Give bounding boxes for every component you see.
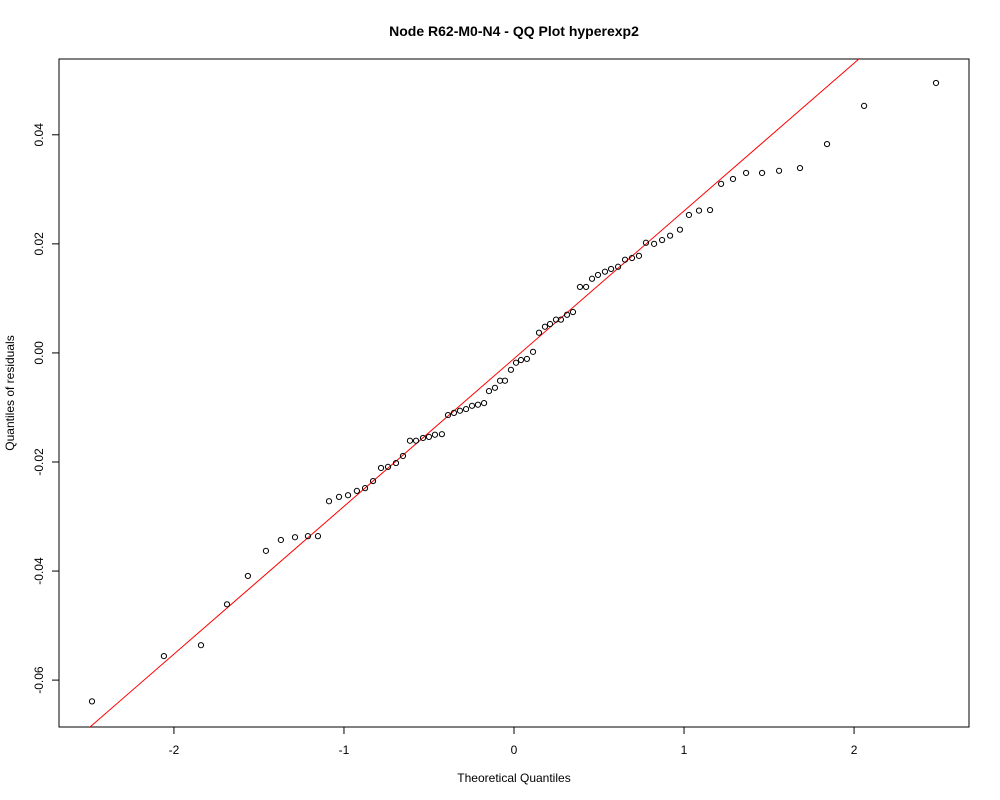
point	[456, 407, 464, 414]
point	[717, 180, 725, 187]
point	[384, 463, 392, 470]
point	[304, 533, 312, 540]
point	[658, 236, 666, 244]
point	[582, 283, 590, 291]
point	[369, 477, 377, 485]
point	[392, 459, 400, 467]
point	[529, 348, 537, 355]
point	[462, 405, 470, 413]
plot-area	[88, 59, 940, 727]
x-tick-label: -2	[169, 743, 180, 757]
point	[485, 387, 493, 395]
point	[325, 498, 333, 505]
point	[651, 240, 658, 247]
y-tick-label: 0.00	[32, 341, 46, 365]
point	[569, 308, 577, 316]
point	[244, 572, 252, 580]
point	[742, 169, 750, 177]
point	[412, 437, 420, 444]
point	[676, 226, 684, 233]
point	[361, 485, 369, 492]
point	[823, 140, 831, 148]
point	[685, 211, 693, 219]
point	[344, 492, 352, 499]
point	[635, 252, 643, 259]
point	[557, 316, 565, 323]
point	[576, 283, 584, 291]
y-tick-label: -0.02	[32, 448, 46, 476]
point	[523, 355, 531, 363]
point	[628, 254, 636, 262]
point	[491, 384, 499, 391]
y-tick-label: -0.04	[32, 557, 46, 585]
point	[438, 431, 446, 438]
point	[563, 311, 571, 318]
point	[601, 268, 609, 275]
point	[468, 402, 476, 409]
point	[474, 401, 482, 408]
point	[335, 493, 343, 500]
point	[197, 642, 205, 649]
point	[88, 698, 96, 705]
point	[860, 102, 868, 109]
point	[353, 487, 360, 494]
y-axis-label: Quantiles of residuals	[3, 335, 17, 450]
point	[223, 601, 231, 608]
point	[594, 271, 602, 279]
point	[512, 359, 520, 366]
point	[314, 533, 322, 540]
point	[262, 547, 270, 554]
point	[277, 536, 284, 544]
chart-title: Node R62-M0-N4 - QQ Plot hyperexp2	[389, 23, 639, 39]
point	[588, 275, 596, 282]
point	[666, 232, 674, 239]
point	[444, 411, 452, 419]
y-tick-label: 0.04	[32, 123, 46, 147]
point	[406, 437, 414, 444]
reference-line	[89, 59, 860, 727]
point	[758, 169, 766, 177]
point	[291, 534, 299, 541]
point	[399, 452, 407, 460]
point	[796, 164, 804, 172]
x-axis-label: Theoretical Quantiles	[457, 771, 570, 785]
x-tick-label: 1	[681, 743, 688, 757]
point	[775, 167, 783, 174]
point	[621, 256, 629, 263]
point	[160, 653, 168, 660]
point	[695, 207, 703, 214]
x-tick-label: -1	[339, 743, 350, 757]
point	[706, 206, 714, 214]
point	[419, 434, 427, 442]
y-tick-label: -0.06	[32, 666, 46, 694]
point	[425, 433, 433, 440]
point	[431, 431, 439, 438]
point	[546, 320, 554, 328]
point	[507, 366, 515, 373]
point	[642, 239, 650, 246]
point	[541, 323, 549, 330]
point	[729, 175, 737, 183]
x-tick-label: 2	[851, 743, 858, 757]
point	[614, 263, 622, 270]
point	[377, 464, 385, 472]
point	[535, 329, 543, 336]
y-tick-label: 0.02	[32, 232, 46, 256]
point	[517, 356, 525, 364]
point	[932, 79, 940, 87]
point	[501, 377, 509, 384]
point	[480, 399, 488, 407]
x-tick-label: 0	[511, 743, 518, 757]
point	[607, 265, 615, 273]
point	[450, 409, 458, 417]
